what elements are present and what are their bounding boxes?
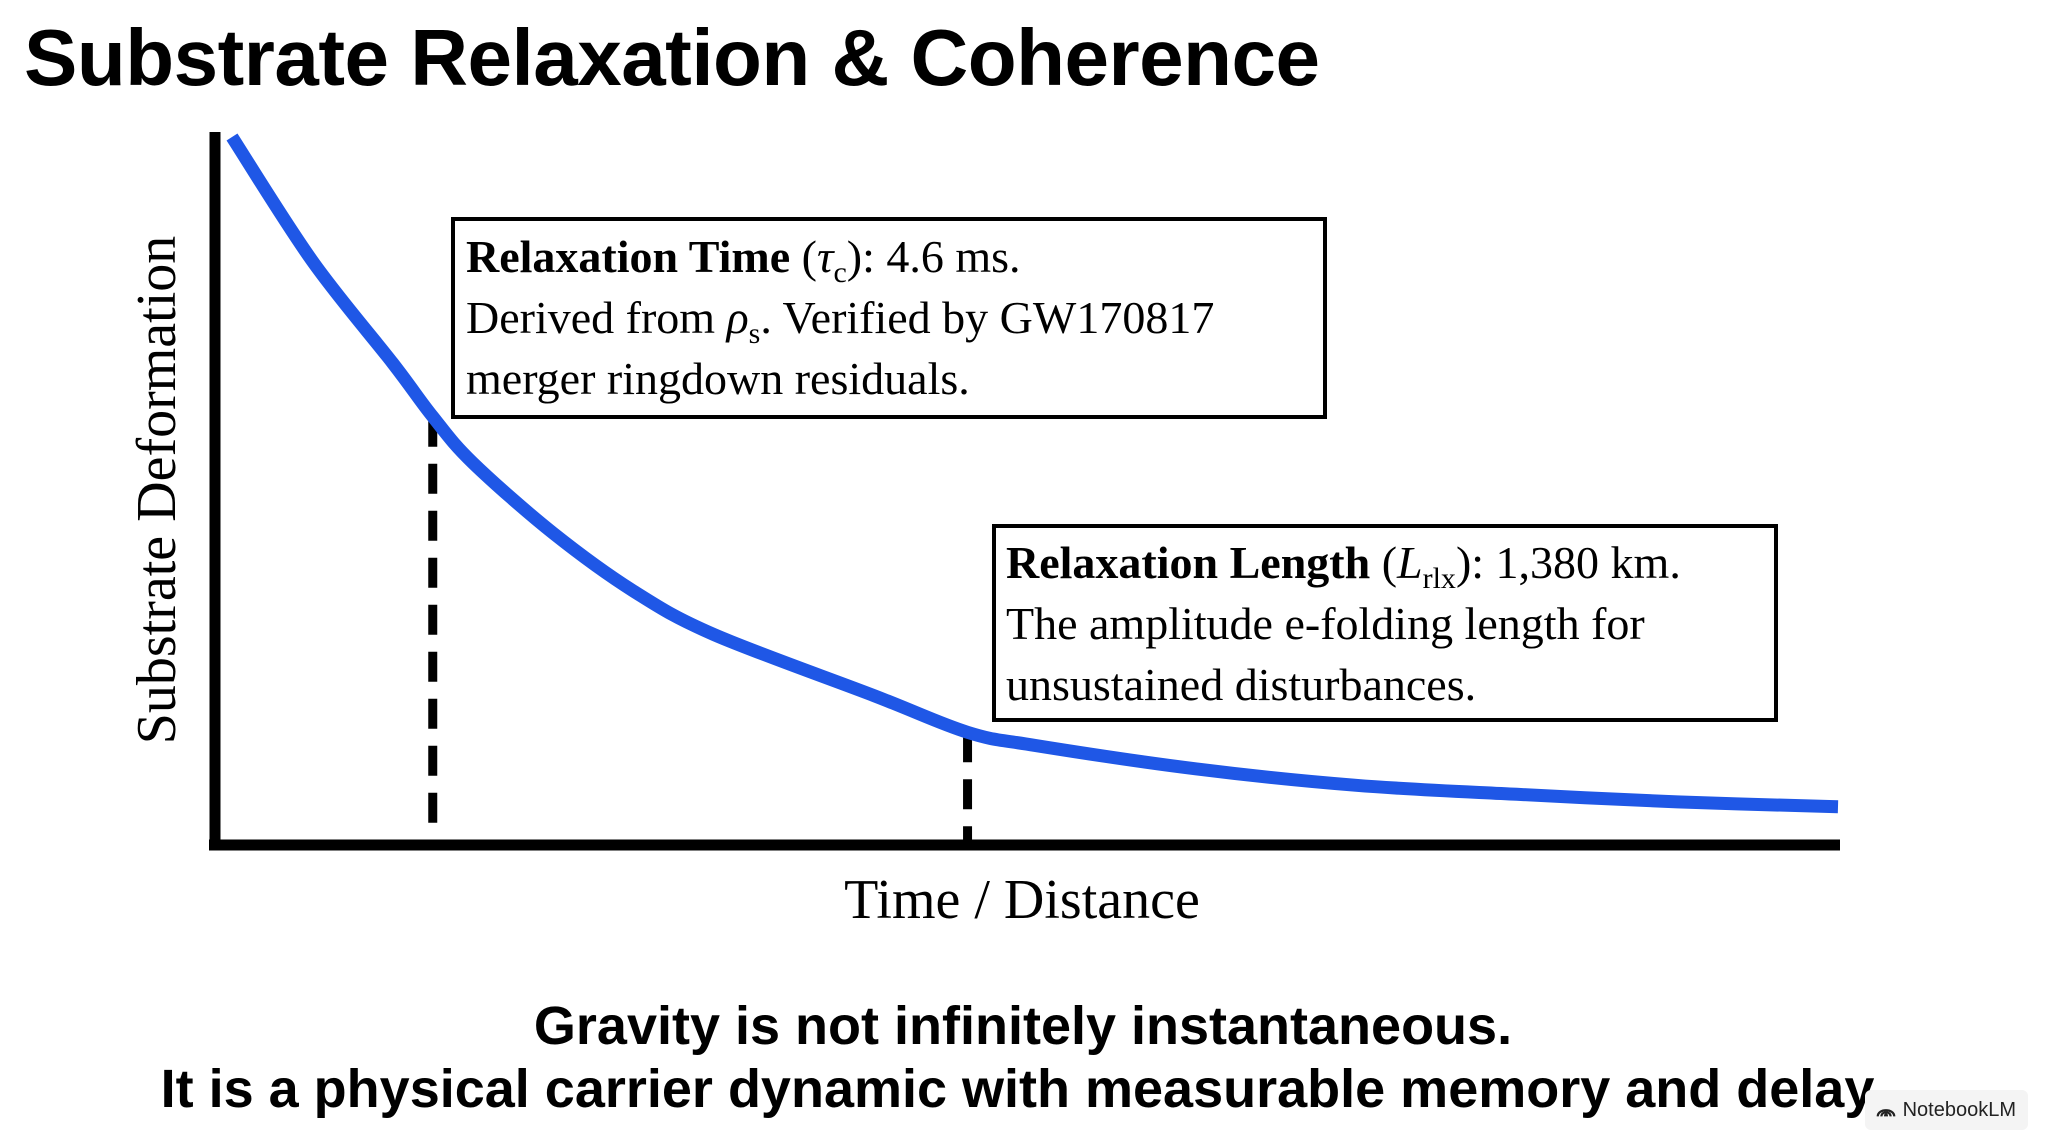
annotation-line-2-pre: Derived from (466, 292, 727, 343)
rho-subscript: s (749, 317, 761, 350)
decay-curve (226, 133, 1839, 814)
annotation-heading: Relaxation Length (1006, 537, 1370, 588)
notebooklm-watermark: NotebookLM (1864, 1090, 2028, 1130)
annotation-line-2-post: . Verified by GW170817 (760, 292, 1214, 343)
annotation-line-3: merger ringdown residuals. (466, 353, 970, 404)
l-symbol: L (1396, 537, 1423, 588)
annotation-box (451, 217, 1327, 419)
y-axis-label: Substrate Deformation (126, 236, 188, 745)
annotation-line-3: unsustained disturbances. (1006, 659, 1476, 710)
x-axis-label: Time / Distance (844, 869, 1200, 931)
annotation-line-2: The amplitude e-folding length for (1006, 598, 1645, 649)
annotation-heading: Relaxation Time (466, 231, 790, 282)
annotation-line-1: Relaxation Length (Lrlx): 1,380 km. (1006, 537, 1681, 595)
annotation-relaxation-length: Relaxation Length (Lrlx): 1,380 km. The … (992, 524, 1778, 722)
annotation-box (992, 524, 1778, 722)
annotation-line-2: Derived from ρs. Verified by GW170817 (466, 292, 1214, 350)
tau-symbol: τ (817, 231, 835, 282)
slide-title: Substrate Relaxation & Coherence (24, 13, 1320, 102)
chart-axes (209, 132, 1840, 851)
l-subscript: rlx (1423, 562, 1456, 595)
annotation-value: ): 4.6 ms. (847, 231, 1021, 282)
caption-line-1: Gravity is not infinitely instantaneous. (533, 996, 1513, 1056)
annotation-value: ): 1,380 km. (1456, 537, 1681, 588)
tau-subscript: c (833, 256, 846, 289)
rho-symbol: ρ (725, 292, 749, 343)
notebooklm-logo-icon (1876, 1109, 1895, 1117)
relaxation-chart: Substrate Deformation Time / Distance Re… (126, 132, 1840, 931)
annotation-line-1: Relaxation Time (τc): 4.6 ms. (466, 231, 1021, 289)
marker-lines (428, 416, 973, 840)
caption-line-2: It is a physical carrier dynamic with me… (160, 1059, 1886, 1119)
watermark-label: NotebookLM (1902, 1098, 2016, 1121)
annotation-relaxation-time: Relaxation Time (τc): 4.6 ms. Derived fr… (451, 217, 1327, 419)
